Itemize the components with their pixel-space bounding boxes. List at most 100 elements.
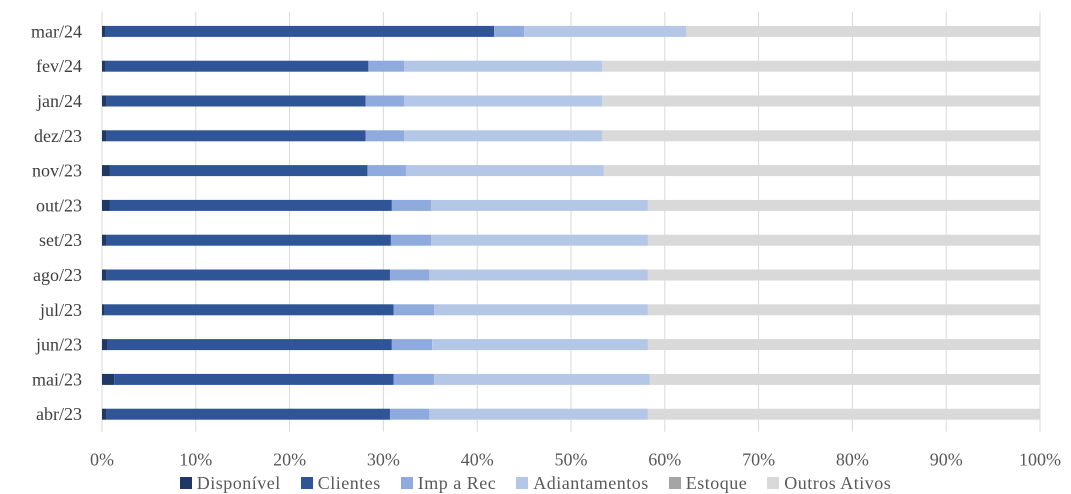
- bar-segment-clientes: [105, 25, 495, 37]
- bar-segment-imp-a-rec: [494, 25, 525, 37]
- bar-segment-dispon-vel: [102, 130, 107, 142]
- bar-segment-outros-ativos: [601, 130, 1040, 142]
- bar-segment-clientes: [106, 269, 390, 281]
- bar-segment-clientes: [104, 304, 394, 316]
- bar-segment-adiantamentos: [405, 165, 604, 177]
- bar-segment-dispon-vel: [102, 60, 106, 72]
- x-tick-label: 20%: [273, 450, 306, 470]
- bar-segment-imp-a-rec: [389, 269, 430, 281]
- bar-segment-adiantamentos: [431, 234, 648, 246]
- bar-segment-outros-ativos: [647, 408, 1040, 420]
- bar-segment-adiantamentos: [432, 339, 648, 351]
- category-label: fev/24: [36, 56, 82, 76]
- bar-segment-adiantamentos: [404, 60, 602, 72]
- legend-swatch: [300, 477, 313, 489]
- bar-segment-imp-a-rec: [389, 408, 430, 420]
- category-label: abr/23: [36, 404, 82, 424]
- bar-segment-outros-ativos: [686, 25, 1040, 37]
- bar-segment-clientes: [107, 339, 392, 351]
- bar-segment-clientes: [105, 60, 369, 72]
- bar-segment-dispon-vel: [102, 304, 105, 316]
- gridlines: [101, 12, 1041, 432]
- bar-segment-dispon-vel: [102, 269, 107, 281]
- bar-segment-dispon-vel: [102, 339, 108, 351]
- bar-segment-dispon-vel: [102, 165, 110, 177]
- category-label: out/23: [36, 195, 82, 215]
- bar-segment-imp-a-rec: [390, 234, 432, 246]
- bar-segment-adiantamentos: [429, 408, 648, 420]
- bar-segment-dispon-vel: [102, 25, 106, 37]
- legend: Disponível Clientes Imp a Rec Adiantamentos…: [0, 472, 1071, 494]
- x-tick-labels: 0% 10% 20% 30% 40% 50% 60% 70% 80% 90% 100%: [90, 450, 1061, 470]
- stacked-bar-chart: mar/24 fev/24 jan/24 dez/23 nov/23 out/23 set/…: [31, 12, 1061, 470]
- x-tick-label: 100%: [1019, 450, 1061, 470]
- bar-segment-imp-a-rec: [391, 199, 432, 211]
- legend-item: Disponível: [179, 472, 281, 494]
- bar-segment-outros-ativos: [603, 165, 1040, 177]
- bar-segment-adiantamentos: [434, 304, 648, 316]
- bar-segment-imp-a-rec: [365, 95, 405, 107]
- legend-swatch: [767, 477, 780, 489]
- bar-segment-dispon-vel: [102, 199, 110, 211]
- legend-label: Imp a Rec: [417, 472, 497, 493]
- legend-swatch: [179, 477, 192, 489]
- legend-label: Estoque: [685, 472, 748, 493]
- legend-label: Clientes: [317, 472, 381, 493]
- bar-segment-imp-a-rec: [367, 165, 406, 177]
- bar-segment-outros-ativos: [601, 95, 1040, 107]
- legend-item: Adiantamentos: [516, 473, 648, 494]
- category-label: jan/24: [36, 91, 82, 111]
- legend-swatch: [516, 477, 529, 489]
- x-tick-label: 10%: [179, 450, 212, 470]
- legend-swatch: [400, 477, 413, 489]
- category-label: mar/24: [31, 21, 82, 41]
- legend-label: Outros Ativos: [784, 472, 892, 493]
- bar-segment-dispon-vel: [102, 408, 107, 420]
- category-label: dez/23: [34, 126, 82, 146]
- category-label: jul/23: [39, 300, 82, 320]
- x-tick-label: 70%: [742, 450, 775, 470]
- bar-segment-outros-ativos: [647, 199, 1040, 211]
- bar-segment-imp-a-rec: [393, 373, 435, 385]
- legend-item: Imp a Rec: [400, 472, 497, 494]
- bar-segment-adiantamentos: [404, 95, 602, 107]
- bar-segment-imp-a-rec: [391, 339, 433, 351]
- bar-segment-outros-ativos: [601, 60, 1040, 72]
- bar-segment-imp-a-rec: [368, 60, 405, 72]
- bar-segment-clientes: [114, 373, 394, 385]
- bar-segment-imp-a-rec: [365, 130, 405, 142]
- bar-segment-adiantamentos: [404, 130, 602, 142]
- bar-segment-adiantamentos: [434, 373, 650, 385]
- category-label: nov/23: [32, 161, 82, 181]
- bar-segment-dispon-vel: [102, 95, 107, 107]
- category-label: mai/23: [32, 369, 82, 389]
- bar-segment-outros-ativos: [647, 339, 1040, 351]
- bar-segment-adiantamentos: [429, 269, 648, 281]
- bar-segment-clientes: [109, 199, 392, 211]
- bar-segment-clientes: [106, 95, 366, 107]
- bars: [102, 25, 1040, 420]
- bar-segment-clientes: [106, 130, 366, 142]
- bar-segment-dispon-vel: [102, 373, 115, 385]
- category-label: jun/23: [35, 335, 82, 355]
- legend-label: Disponível: [196, 472, 281, 493]
- bar-segment-adiantamentos: [431, 199, 648, 211]
- category-label: set/23: [39, 230, 82, 250]
- bar-segment-clientes: [106, 234, 391, 246]
- category-labels: mar/24 fev/24 jan/24 dez/23 nov/23 out/23 set/…: [31, 21, 82, 424]
- legend-label: Adiantamentos: [533, 472, 649, 493]
- bar-segment-imp-a-rec: [393, 304, 435, 316]
- bar-segment-clientes: [106, 408, 390, 420]
- legend-item: Outros Ativos: [767, 473, 891, 494]
- bar-segment-outros-ativos: [649, 373, 1040, 385]
- x-tick-label: 90%: [930, 450, 963, 470]
- x-tick-label: 40%: [461, 450, 494, 470]
- legend-item: Clientes: [300, 472, 381, 494]
- x-tick-label: 80%: [836, 450, 869, 470]
- x-tick-label: 60%: [648, 450, 681, 470]
- x-tick-label: 0%: [90, 450, 114, 470]
- bar-segment-outros-ativos: [647, 304, 1040, 316]
- bar-segment-adiantamentos: [524, 25, 687, 37]
- bar-segment-dispon-vel: [102, 234, 107, 246]
- bar-segment-clientes: [109, 165, 368, 177]
